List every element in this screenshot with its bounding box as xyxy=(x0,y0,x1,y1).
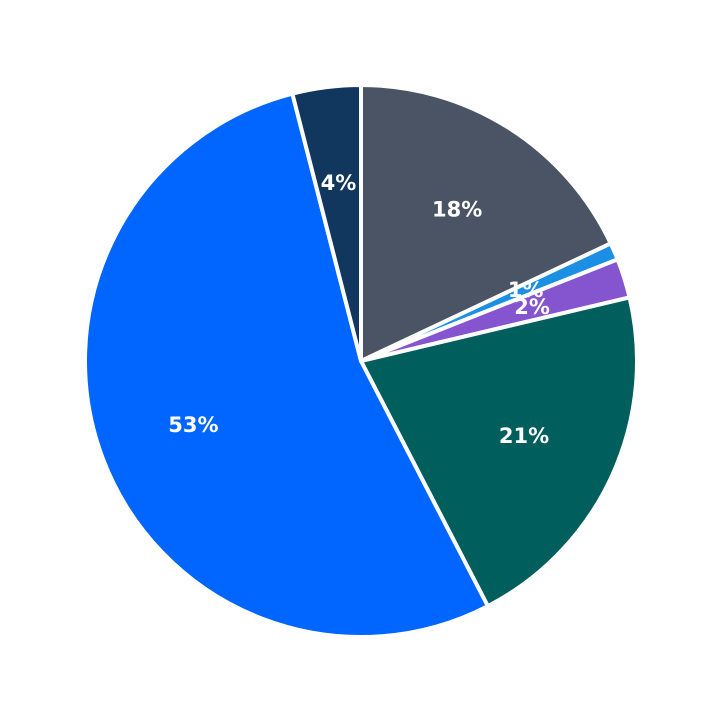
pie-slices xyxy=(83,83,639,639)
pie-slice xyxy=(290,83,363,363)
slice-percent-label: 18% xyxy=(432,198,482,222)
pie-labels: 18% 1%2% 21% 53% 4% xyxy=(168,171,550,448)
pie-slice xyxy=(83,91,490,639)
slice-percent-label: 1% xyxy=(508,278,544,302)
slice-percent-label: 21% xyxy=(499,424,549,448)
slice-percent-label: 4% xyxy=(321,171,357,195)
pie-slice xyxy=(359,83,613,363)
pie-slice xyxy=(359,295,639,609)
slice-percent-label: 53% xyxy=(168,413,218,437)
slice-percent-label: 2% xyxy=(514,295,550,319)
